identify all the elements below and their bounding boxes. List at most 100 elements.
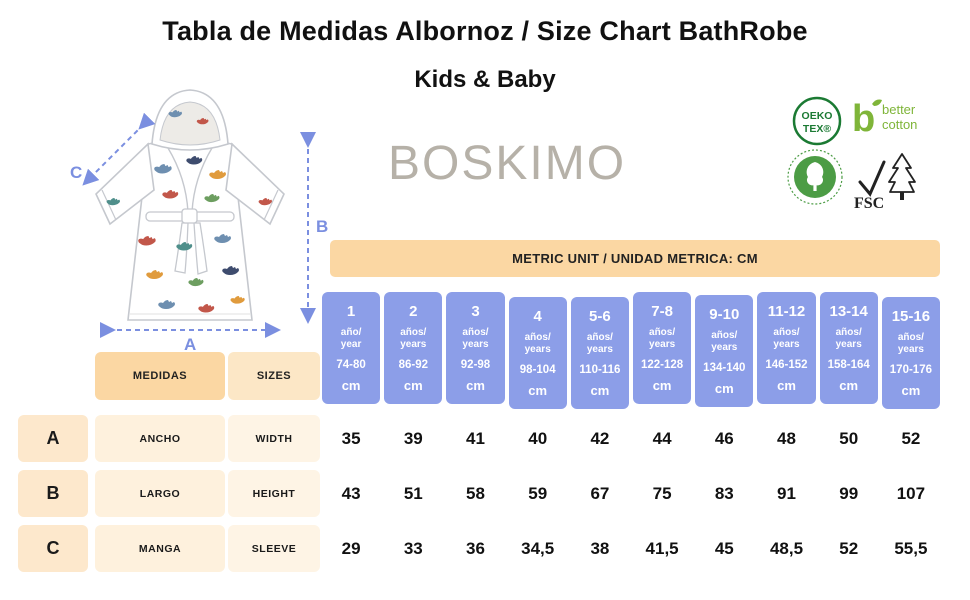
bathrobe-illustration: A B C bbox=[48, 78, 338, 368]
age-label: años/years bbox=[835, 327, 862, 351]
size-column-4: 4 años/years 98-104 cm bbox=[508, 297, 567, 409]
better-cotton-line1: better bbox=[882, 102, 916, 117]
height-range: 86-92 bbox=[398, 358, 428, 371]
value-cell: 42 bbox=[590, 428, 610, 448]
unit-label: cm bbox=[901, 383, 921, 399]
row-letter: B bbox=[18, 470, 88, 517]
age-label: años/years bbox=[524, 332, 551, 356]
table-row-C: C MANGA SLEEVE 29 33 36 34,5 38 41,5 45 48,5 52 55,5 bbox=[0, 525, 970, 572]
unit-label: cm bbox=[714, 381, 734, 397]
unit-label: cm bbox=[652, 378, 672, 394]
page-title: Tabla de Medidas Albornoz / Size Chart B… bbox=[162, 16, 808, 46]
size-column-2: 2 años/years 86-92 cm bbox=[384, 292, 443, 404]
height-range: 110-116 bbox=[579, 363, 621, 376]
size-label: 15-16 bbox=[891, 307, 931, 325]
value-cell: 52 bbox=[839, 538, 859, 558]
oeko-text-line2: TEX® bbox=[803, 123, 831, 135]
value-cell: 41 bbox=[466, 428, 485, 448]
size-column-5-6: 5-6 años/years 110-116 cm bbox=[570, 297, 629, 409]
unit-label: cm bbox=[839, 378, 859, 394]
size-column-1: 1 año/year 74-80 cm bbox=[322, 292, 381, 404]
value-cell: 48 bbox=[777, 428, 796, 448]
row-letter: A bbox=[18, 415, 88, 462]
value-cell: 29 bbox=[341, 538, 361, 558]
table-row-A: A ANCHO WIDTH 35 39 41 40 42 44 46 48 50 52 bbox=[0, 415, 970, 462]
gots-badge bbox=[786, 148, 844, 206]
size-label: 9-10 bbox=[709, 305, 740, 323]
bathrobe-drawing: A B C bbox=[70, 89, 328, 354]
value-cell: 35 bbox=[341, 428, 361, 448]
value-cell: 83 bbox=[714, 483, 734, 503]
medidas-header: MEDIDAS bbox=[95, 352, 225, 400]
oeko-text-line1: OEKO bbox=[802, 110, 833, 122]
sizes-header: SIZES bbox=[228, 352, 320, 400]
age-label: años/years bbox=[649, 327, 676, 351]
value-cell: 58 bbox=[466, 483, 485, 503]
size-label: 7-8 bbox=[651, 302, 673, 320]
age-label: años/years bbox=[711, 330, 738, 354]
value-cell: 99 bbox=[839, 483, 859, 503]
better-cotton-badge: b better cotton bbox=[850, 96, 940, 140]
value-cell: 107 bbox=[896, 483, 926, 503]
age-label: años/years bbox=[773, 327, 800, 351]
value-cell: 55,5 bbox=[894, 538, 928, 558]
fsc-icon: FSC bbox=[854, 153, 916, 212]
value-cell: 41,5 bbox=[645, 538, 679, 558]
value-cell: 46 bbox=[714, 428, 734, 448]
collar-right bbox=[191, 147, 213, 213]
age-label: años/years bbox=[400, 327, 427, 351]
value-cell: 44 bbox=[652, 428, 672, 448]
size-column-7-8: 7-8 años/years 122-128 cm bbox=[633, 292, 692, 404]
row-letter: C bbox=[18, 525, 88, 572]
row-size-en: SLEEVE bbox=[228, 525, 320, 572]
gots-icon bbox=[787, 149, 843, 205]
height-range: 146-152 bbox=[765, 358, 808, 371]
age-label: años/years bbox=[897, 332, 924, 356]
cuff-left bbox=[101, 189, 117, 221]
age-label: años/years bbox=[462, 327, 489, 351]
height-range: 74-80 bbox=[336, 358, 366, 371]
size-label: 1 bbox=[346, 302, 356, 320]
value-cell: 52 bbox=[901, 428, 921, 448]
size-label: 2 bbox=[409, 302, 418, 320]
height-range: 92-98 bbox=[460, 358, 491, 371]
size-columns: 1 año/year 74-80 cm 2 años/years 86-92 cm 3 años/… bbox=[322, 292, 940, 409]
measure-label-b: B bbox=[316, 217, 328, 236]
fsc-badge: FSC bbox=[850, 146, 930, 212]
unit-label: cm bbox=[777, 378, 796, 394]
unit-label: cm bbox=[466, 378, 485, 394]
value-cell: 59 bbox=[528, 483, 548, 503]
row-medida: ANCHO bbox=[95, 415, 225, 462]
value-cell: 36 bbox=[466, 538, 485, 558]
unit-label: cm bbox=[341, 378, 361, 394]
measure-label-c: C bbox=[70, 163, 82, 182]
row-values: 35 39 41 40 42 44 46 48 50 52 bbox=[322, 415, 940, 462]
oeko-tex-badge: OEKO TEX® bbox=[790, 94, 844, 148]
table-row-B: B LARGO HEIGHT 43 51 58 59 67 75 83 91 99 107 bbox=[0, 470, 970, 517]
metric-unit-header: METRIC UNIT / UNIDAD METRICA: CM bbox=[330, 240, 940, 277]
height-range: 134-140 bbox=[703, 361, 746, 374]
measurement-lines bbox=[82, 112, 316, 338]
better-cotton-line2: cotton bbox=[882, 117, 917, 132]
age-label: años/years bbox=[586, 332, 613, 356]
value-cell: 67 bbox=[590, 483, 610, 503]
measure-label-a: A bbox=[184, 335, 196, 354]
unit-label: cm bbox=[403, 378, 423, 394]
size-column-15-16: 15-16 años/years 170-176 cm bbox=[881, 297, 940, 409]
size-column-3: 3 años/years 92-98 cm bbox=[446, 292, 505, 404]
value-cell: 34,5 bbox=[521, 538, 555, 558]
size-label: 4 bbox=[533, 307, 542, 325]
size-column-11-12: 11-12 años/years 146-152 cm bbox=[757, 292, 816, 404]
height-range: 122-128 bbox=[640, 358, 684, 371]
row-values: 43 51 58 59 67 75 83 91 99 107 bbox=[322, 470, 940, 517]
fsc-label: FSC bbox=[854, 195, 884, 210]
cuff-right bbox=[263, 189, 279, 221]
size-label: 5-6 bbox=[589, 307, 611, 325]
size-column-9-10: 9-10 años/years 134-140 cm bbox=[695, 295, 754, 407]
size-column-13-14: 13-14 años/years 158-164 cm bbox=[819, 292, 878, 404]
oeko-tex-icon: OEKO TEX® bbox=[792, 96, 842, 146]
height-range: 98-104 bbox=[519, 363, 556, 376]
size-label: 11-12 bbox=[767, 302, 806, 320]
value-cell: 48,5 bbox=[769, 538, 804, 558]
